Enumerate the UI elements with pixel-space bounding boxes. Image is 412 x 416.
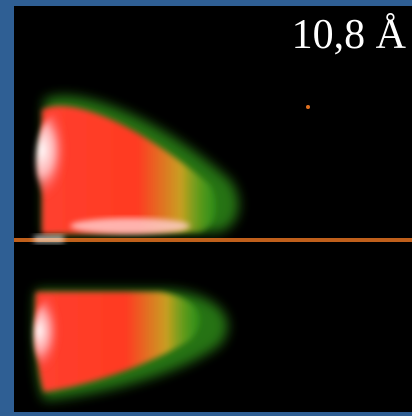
streak (14, 238, 412, 242)
lower-signal (34, 290, 228, 400)
wavelength-label: 10,8 Å (292, 12, 407, 58)
speck (306, 105, 310, 109)
upper-signal (36, 95, 239, 234)
streak-core (34, 235, 64, 243)
